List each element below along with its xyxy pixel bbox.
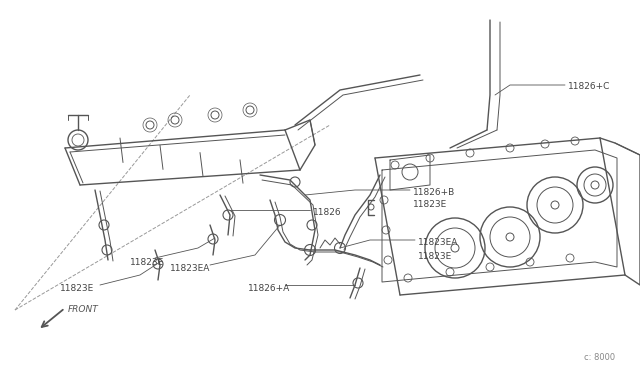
Text: 11826: 11826 xyxy=(313,208,342,217)
Text: 11826+A: 11826+A xyxy=(248,284,291,293)
Text: c: 8000: c: 8000 xyxy=(584,353,615,362)
Text: FRONT: FRONT xyxy=(68,305,99,314)
Text: 11823EA: 11823EA xyxy=(418,238,458,247)
Text: 11823E: 11823E xyxy=(413,200,447,209)
Text: 11826+B: 11826+B xyxy=(413,188,455,197)
Text: 11826+C: 11826+C xyxy=(568,82,611,91)
Text: 11823E: 11823E xyxy=(130,258,164,267)
Text: 11823E: 11823E xyxy=(60,284,94,293)
Text: 11823EA: 11823EA xyxy=(170,264,211,273)
Text: 11823E: 11823E xyxy=(418,252,452,261)
